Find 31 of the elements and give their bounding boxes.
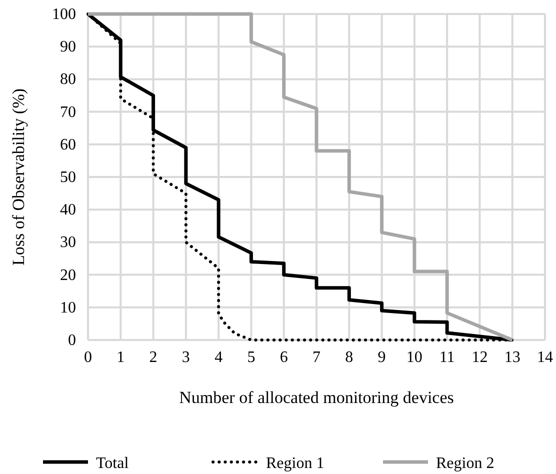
- x-tick-label: 7: [312, 349, 320, 366]
- y-tick-label: 100: [52, 6, 76, 23]
- x-tick-label: 12: [472, 349, 488, 366]
- y-tick-label: 50: [60, 169, 76, 186]
- legend-label: Region 1: [266, 455, 324, 472]
- x-tick-label: 8: [345, 349, 354, 366]
- x-tick-label: 9: [378, 349, 386, 366]
- x-tick-label: 0: [84, 349, 92, 366]
- y-tick-label: 30: [60, 234, 76, 252]
- y-tick-label: 90: [60, 38, 76, 56]
- x-tick-label: 10: [406, 349, 422, 366]
- y-axis-title: Loss of Observability (%): [9, 88, 28, 266]
- x-tick-label: 4: [214, 349, 223, 366]
- y-tick-label: 70: [60, 104, 76, 121]
- x-tick-label: 13: [504, 349, 520, 366]
- y-tick-label: 10: [60, 299, 76, 316]
- y-tick-label: 40: [60, 202, 76, 219]
- legend-label: Region 2: [436, 455, 494, 472]
- x-tick-label: 1: [116, 349, 125, 366]
- y-tick-label: 60: [60, 136, 76, 154]
- x-tick-label: 6: [280, 349, 288, 366]
- y-tick-label: 0: [68, 332, 76, 349]
- x-tick-label: 3: [182, 349, 190, 366]
- x-axis-title: Number of allocated monitoring devices: [179, 388, 454, 407]
- x-tick-label: 11: [439, 349, 455, 366]
- x-tick-label: 14: [537, 349, 553, 366]
- y-tick-label: 80: [60, 71, 76, 88]
- legend-label: Total: [96, 455, 130, 472]
- y-tick-label: 20: [60, 266, 76, 284]
- x-tick-label: 5: [247, 349, 256, 366]
- x-tick-label: 2: [149, 349, 158, 366]
